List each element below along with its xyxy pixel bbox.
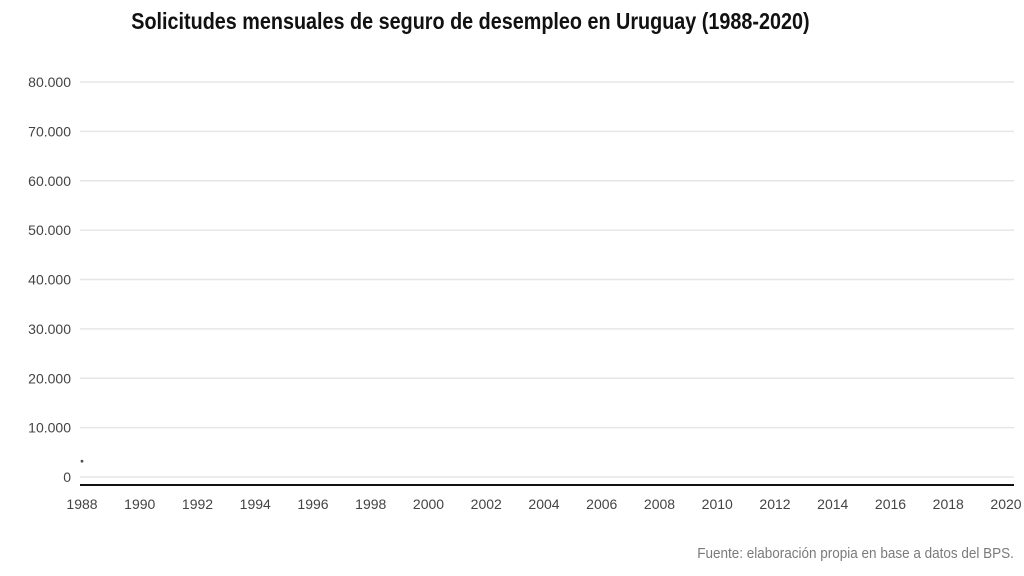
- x-tick-label: 2002: [471, 496, 502, 512]
- x-tick-label: 2020: [990, 496, 1021, 512]
- x-tick-label: 2012: [759, 496, 790, 512]
- y-tick-label: 80.000: [28, 74, 71, 90]
- x-tick-label: 2014: [817, 496, 848, 512]
- series-marks: [80, 459, 84, 463]
- y-tick-label: 60.000: [28, 173, 71, 189]
- x-tick-label: 1992: [182, 496, 213, 512]
- grid-lines: [80, 81, 1014, 478]
- y-tick-label: 20.000: [28, 370, 71, 386]
- y-tick-label: 10.000: [28, 420, 71, 436]
- x-tick-label: 2010: [702, 496, 733, 512]
- x-tick-label: 1988: [66, 496, 97, 512]
- chart-title: Solicitudes mensuales de seguro de desem…: [131, 8, 810, 34]
- x-tick-label: 1994: [240, 496, 271, 512]
- x-tick-label: 2006: [586, 496, 617, 512]
- x-tick-label: 1998: [355, 496, 386, 512]
- x-tick-label: 2018: [933, 496, 964, 512]
- y-tick-label: 40.000: [28, 272, 71, 288]
- y-tick-label: 70.000: [28, 123, 71, 139]
- x-tick-label: 1996: [297, 496, 328, 512]
- y-axis-ticks: 0 10.000 20.000 30.000 40.000 50.000 60.000 70.…: [28, 74, 71, 485]
- source-note: Fuente: elaboración propia en base a dat…: [697, 545, 1014, 562]
- y-tick-label: 50.000: [28, 222, 71, 238]
- x-tick-label: 2004: [528, 496, 559, 512]
- y-tick-label: 30.000: [28, 321, 71, 337]
- data-point: [80, 459, 84, 463]
- x-axis-ticks: 1988 1990 1992 1994 1996 1998 2000 2002 2004 2006…: [66, 496, 1021, 512]
- x-tick-label: 2016: [875, 496, 906, 512]
- y-tick-label: 0: [63, 469, 71, 485]
- x-tick-label: 2008: [644, 496, 675, 512]
- x-tick-label: 2000: [413, 496, 444, 512]
- x-tick-label: 1990: [124, 496, 155, 512]
